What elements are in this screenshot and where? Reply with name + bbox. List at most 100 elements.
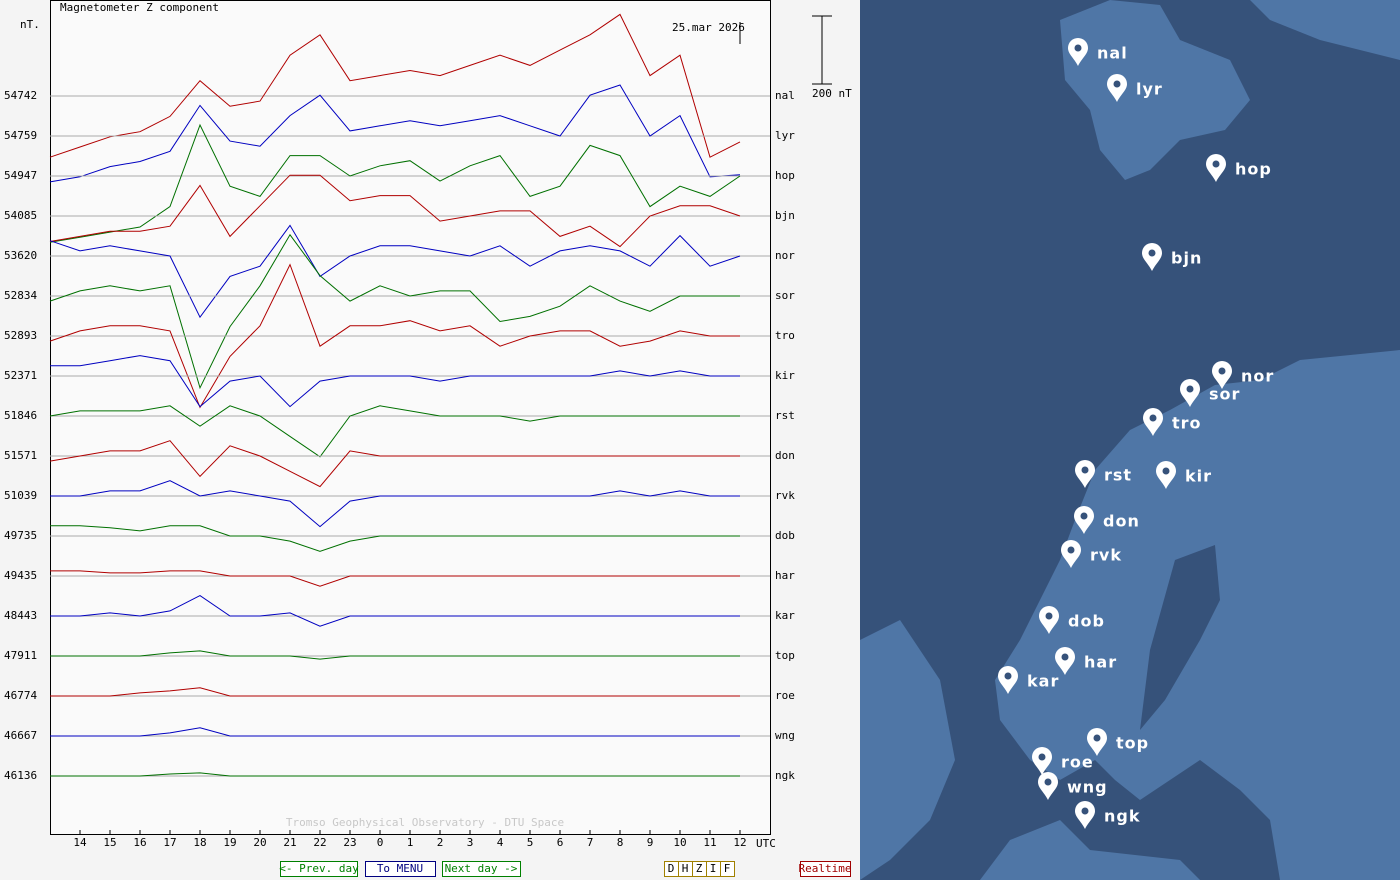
map-label[interactable]: dob [1068,612,1105,631]
map-pin[interactable] [1061,540,1081,568]
baseline-label: 49735 [4,529,37,542]
map-label[interactable]: don [1103,512,1140,531]
legend-label: wng [775,729,795,742]
legend-label: kir [775,369,795,382]
map-label[interactable]: rst [1104,466,1132,485]
map-pin[interactable] [1212,361,1232,389]
legend-label: dob [775,529,795,542]
map-pin[interactable] [1032,747,1052,775]
legend-label: bjn [775,209,795,222]
legend-label: rst [775,409,795,422]
map-label[interactable]: sor [1209,385,1240,404]
x-tick-label: 23 [343,836,356,849]
map-pin-hole [1149,414,1157,422]
map-pin-hole [1067,546,1075,554]
map-label[interactable]: wng [1067,778,1108,797]
x-tick-label: 16 [133,836,146,849]
map-pin[interactable] [1055,647,1075,675]
map-label[interactable]: nal [1097,44,1128,63]
land [980,820,1200,880]
map-label[interactable]: roe [1061,753,1094,772]
x-unit: UTC [756,837,776,850]
trace [49,13,741,158]
next-label[interactable]: Next day -> [445,862,518,875]
x-tick-label: 19 [223,836,236,849]
baseline-label: 54947 [4,169,37,182]
map-label[interactable]: nor [1241,367,1274,386]
x-tick-label: 3 [467,836,474,849]
component-label[interactable]: Z [696,862,703,875]
map-label[interactable]: tro [1172,414,1202,433]
x-tick-label: 14 [73,836,87,849]
realtime-button[interactable] [800,861,851,877]
trace [50,525,740,552]
map-pin[interactable] [1075,460,1095,488]
prev-button[interactable] [280,861,358,877]
component-label[interactable]: F [724,862,731,875]
menu-button[interactable] [365,861,436,877]
legend-label: ngk [775,769,795,782]
x-tick-label: 17 [163,836,176,849]
prev-label[interactable]: <- Prev. day [279,862,359,875]
map-label[interactable]: kir [1185,467,1212,486]
map-pin-hole [1186,385,1194,393]
chart-title: Magnetometer Z component [60,1,219,14]
map-label[interactable]: har [1084,653,1117,672]
baseline-label: 51846 [4,409,37,422]
trace [49,174,741,248]
map-pin-hole [1061,653,1069,661]
map-pin-hole [1004,672,1012,680]
map-label[interactable]: bjn [1171,249,1202,268]
legend-label: roe [775,689,795,702]
map-pin[interactable] [1107,74,1127,102]
realtime-label[interactable]: Realtime [799,862,852,875]
component-button[interactable] [720,861,735,877]
y-unit: nT. [20,18,40,31]
baseline-label: 46774 [4,689,37,702]
map-pin[interactable] [1156,461,1176,489]
menu-label[interactable]: To MENU [377,862,423,875]
map-label[interactable]: rvk [1090,546,1122,565]
trace [50,650,740,660]
map-pin[interactable] [1038,772,1058,800]
x-tick-label: 20 [253,836,266,849]
legend-label: har [775,569,795,582]
component-label[interactable]: I [710,862,717,875]
legend-label: nor [775,249,795,262]
next-button[interactable] [442,861,521,877]
map-pin[interactable] [1087,728,1107,756]
baseline-label: 54759 [4,129,37,142]
legend-label: kar [775,609,795,622]
map-label[interactable]: kar [1027,672,1059,691]
trace [49,263,740,409]
map-pin[interactable] [1068,38,1088,66]
map-label[interactable]: hop [1235,160,1272,179]
x-tick-label: 22 [313,836,326,849]
component-label[interactable]: H [682,862,689,875]
x-tick-label: 8 [617,836,624,849]
map-pin[interactable] [1039,606,1059,634]
nav: <- Prev. day To MENU Next day -> Realtim… [279,861,852,877]
map-label[interactable]: top [1116,734,1149,753]
map-pin[interactable] [1206,154,1226,182]
baseline-label: 53620 [4,249,37,262]
map-pin[interactable] [998,666,1018,694]
map-pin[interactable] [1074,506,1094,534]
map-pin[interactable] [1075,801,1095,829]
x-tick-label: 12 [733,836,746,849]
trace [49,123,741,243]
map-pin[interactable] [1142,243,1162,271]
x-tick-label: 4 [497,836,504,849]
trace [50,595,740,627]
map-pin[interactable] [1180,379,1200,407]
map-label[interactable]: lyr [1136,80,1163,99]
map-pin-hole [1212,160,1220,168]
component-label[interactable]: D [668,862,675,875]
trace [50,355,740,408]
baseline-label: 46136 [4,769,37,782]
map-pin[interactable] [1143,408,1163,436]
trace [50,480,740,528]
map-label[interactable]: ngk [1104,807,1140,826]
